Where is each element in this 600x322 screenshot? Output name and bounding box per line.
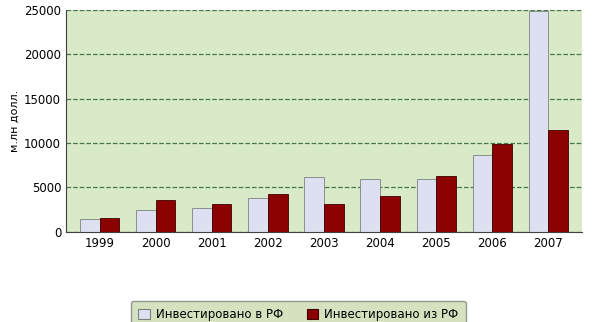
Bar xyxy=(492,144,512,232)
Bar xyxy=(436,176,456,232)
Bar xyxy=(304,177,324,232)
Bar xyxy=(192,208,212,232)
Bar xyxy=(268,194,287,232)
Bar xyxy=(100,218,119,232)
Legend: Инвестировано в РФ, Инвестировано из РФ: Инвестировано в РФ, Инвестировано из РФ xyxy=(131,301,466,322)
Bar xyxy=(548,130,568,232)
Bar xyxy=(416,179,436,232)
Y-axis label: м.лн долл.: м.лн долл. xyxy=(10,90,20,152)
Bar xyxy=(324,204,344,232)
Bar xyxy=(473,155,492,232)
Bar xyxy=(248,198,268,232)
Bar xyxy=(212,204,232,232)
Bar xyxy=(156,200,175,232)
Bar xyxy=(361,178,380,232)
Bar xyxy=(380,196,400,232)
Bar xyxy=(529,12,548,232)
Bar xyxy=(136,210,156,232)
Bar xyxy=(80,219,100,232)
